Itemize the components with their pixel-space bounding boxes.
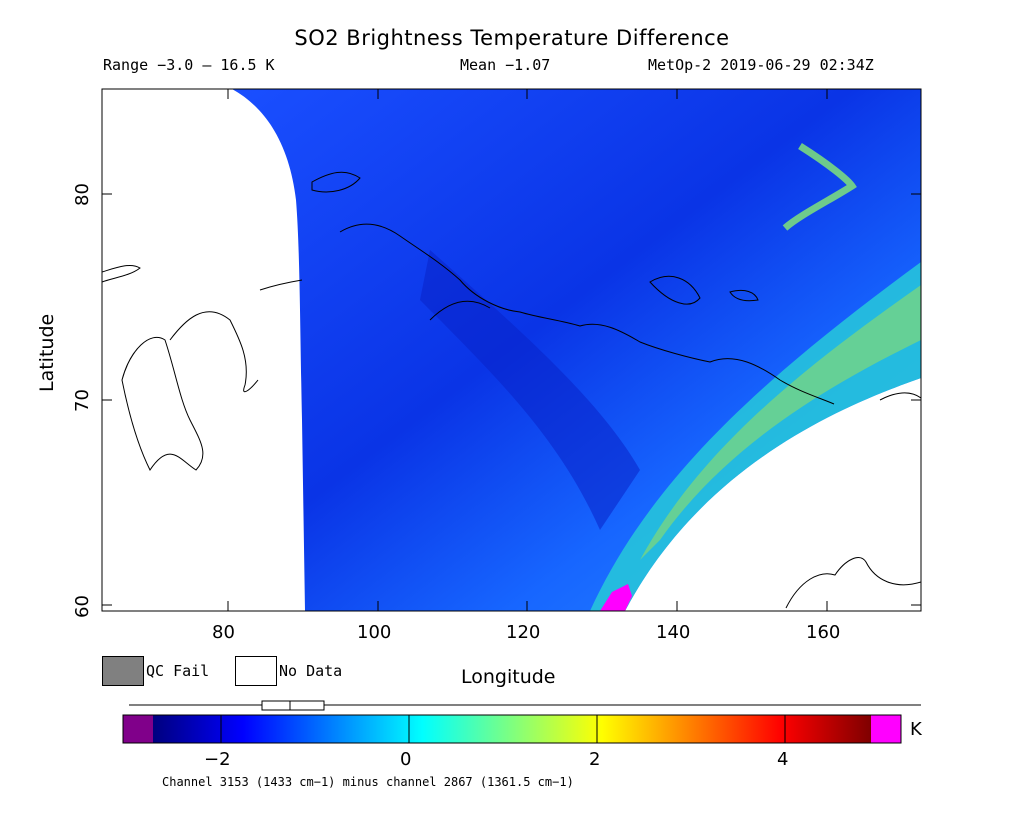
qc-fail-swatch: [102, 656, 144, 686]
mean-label: Mean −1.07: [460, 56, 551, 74]
x-tick-label: 140: [656, 622, 691, 643]
colorbar-tick-label: 4: [777, 749, 789, 770]
colorbar-tick-label: 2: [589, 749, 601, 770]
colorbar-gradient: [153, 715, 871, 743]
colorbar-under-swatch: [123, 715, 153, 743]
channel-footnote: Channel 3153 (1433 cm−1) minus channel 2…: [162, 775, 574, 789]
no-data-swatch: [235, 656, 277, 686]
x-tick-label: 100: [357, 622, 392, 643]
colorbar-tick-label: −2: [204, 749, 231, 770]
axis-ticks: [102, 89, 921, 611]
plot-frame: [101, 88, 922, 612]
qc-fail-label: QC Fail: [146, 662, 210, 680]
colorbar-over-swatch: [871, 715, 901, 743]
swath-high-edge-inner: [640, 285, 921, 560]
no-data-label: No Data: [279, 662, 343, 680]
x-axis-label: Longitude: [461, 666, 556, 688]
y-tick-label: 70: [72, 389, 93, 412]
swath-arc-feature: [782, 143, 857, 231]
chart-title: SO2 Brightness Temperature Difference: [294, 26, 730, 50]
boxplot-iqr-box: [261, 700, 325, 711]
colorbar-unit: K: [910, 719, 922, 740]
satellite-time-label: MetOp-2 2019-06-29 02:34Z: [648, 56, 874, 74]
coastlines: [102, 171, 921, 609]
swath-region: [232, 89, 921, 611]
y-axis-label: Latitude: [36, 313, 58, 392]
range-label: Range −3.0 – 16.5 K: [103, 56, 275, 74]
y-tick-label: 60: [72, 595, 93, 618]
x-tick-label: 160: [806, 622, 841, 643]
colorbar-tick-label: 0: [400, 749, 412, 770]
over-range-patch: [600, 584, 632, 611]
y-tick-label: 80: [72, 183, 93, 206]
distribution-boxplot: [129, 700, 921, 711]
swath-dark-band: [420, 250, 640, 530]
x-tick-label: 80: [212, 622, 235, 643]
colorbar: [122, 700, 921, 744]
x-tick-label: 120: [506, 622, 541, 643]
